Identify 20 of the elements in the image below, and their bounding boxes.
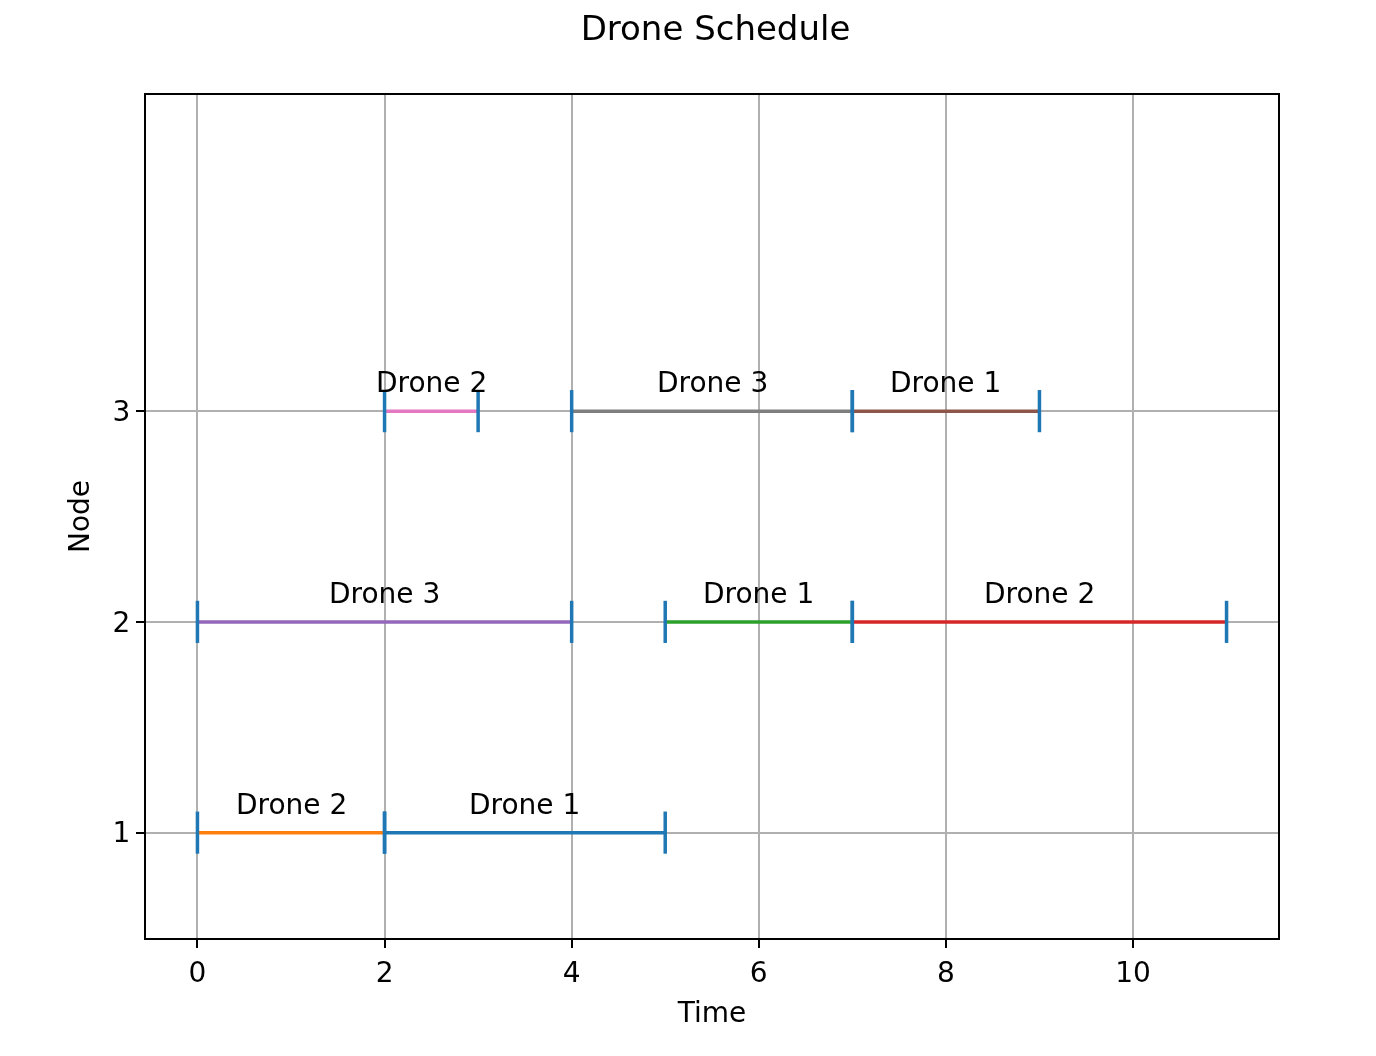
y-axis-title: Node bbox=[62, 479, 96, 554]
y-tick-label: 3 bbox=[112, 394, 131, 428]
annotation: Drone 2 bbox=[984, 577, 1096, 610]
chart-title: Drone Schedule bbox=[580, 7, 851, 48]
y-tick-label: 1 bbox=[112, 816, 131, 850]
x-tick-label: 6 bbox=[749, 955, 768, 989]
annotation: Drone 3 bbox=[329, 577, 441, 610]
annotation: Drone 2 bbox=[236, 788, 348, 821]
x-tick-label: 0 bbox=[188, 955, 207, 989]
y-tick-label: 2 bbox=[112, 605, 131, 639]
x-tick-label: 10 bbox=[1115, 955, 1151, 989]
x-axis-title: Time bbox=[676, 996, 747, 1030]
annotation: Drone 1 bbox=[703, 577, 815, 610]
x-tick-label: 8 bbox=[936, 955, 955, 989]
x-tick-label: 2 bbox=[375, 955, 394, 989]
annotation: Drone 3 bbox=[657, 366, 769, 399]
annotation: Drone 1 bbox=[469, 788, 581, 821]
annotation: Drone 1 bbox=[890, 366, 1002, 399]
x-tick-label: 4 bbox=[562, 955, 581, 989]
annotation: Drone 2 bbox=[376, 366, 488, 399]
